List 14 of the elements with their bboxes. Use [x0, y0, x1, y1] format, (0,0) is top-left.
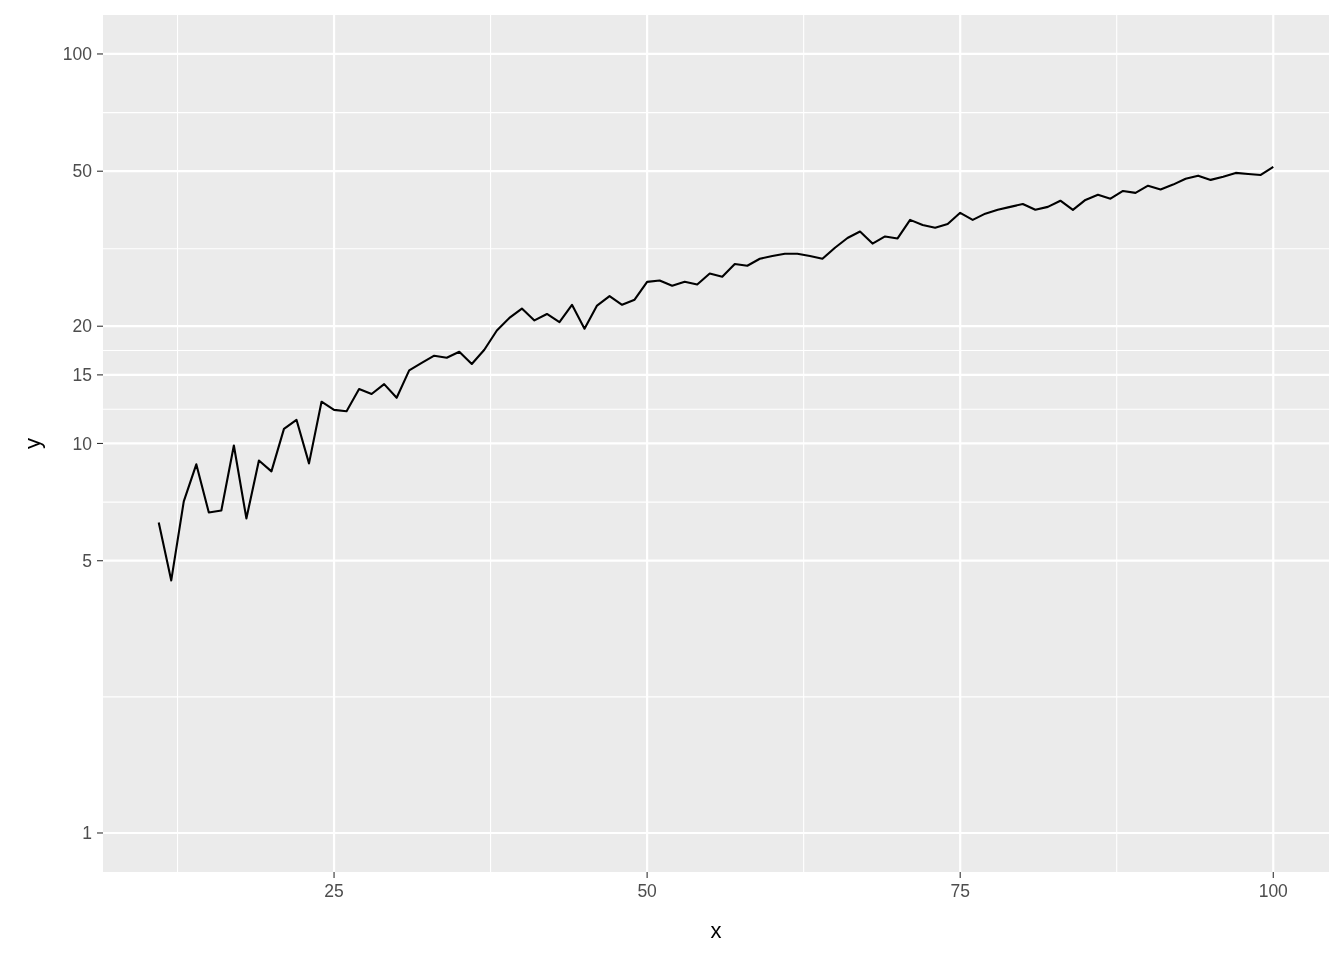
x-tick-label: 50: [637, 881, 658, 901]
y-tick-label: 5: [82, 550, 92, 571]
line-series: [157, 165, 1275, 582]
y-tick-label: 20: [72, 316, 93, 337]
y-tick-label: 1: [82, 823, 92, 844]
x-tick-label: 25: [324, 881, 344, 901]
y-tick-label: 10: [72, 433, 93, 454]
y-tick-label: 50: [72, 161, 93, 182]
x-tick-label: 75: [950, 881, 970, 901]
x-axis-title: x: [710, 918, 722, 943]
y-tick-label: 15: [72, 365, 92, 386]
x-tick-label: 100: [1258, 881, 1289, 901]
y-tick-label: 100: [62, 44, 93, 65]
y-axis-title: y: [20, 438, 45, 449]
